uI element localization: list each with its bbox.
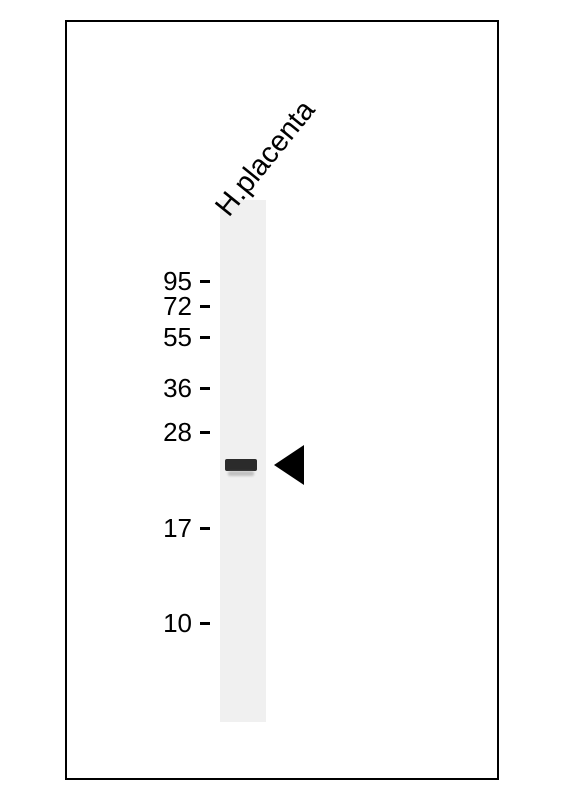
mw-label-28: 28 — [163, 417, 192, 448]
mw-label-10: 10 — [163, 608, 192, 639]
mw-label-55: 55 — [163, 322, 192, 353]
mw-tick-17 — [200, 527, 210, 530]
protein-band-0 — [225, 459, 257, 471]
band-arrow-icon — [274, 445, 304, 485]
mw-label-17: 17 — [163, 513, 192, 544]
mw-tick-95 — [200, 280, 210, 283]
mw-tick-36 — [200, 387, 210, 390]
protein-band-1 — [228, 471, 254, 476]
mw-label-36: 36 — [163, 373, 192, 404]
mw-tick-55 — [200, 336, 210, 339]
mw-tick-10 — [200, 622, 210, 625]
lane-label-wrapper: H.placenta — [235, 190, 374, 223]
mw-tick-72 — [200, 305, 210, 308]
mw-tick-28 — [200, 431, 210, 434]
mw-label-72: 72 — [163, 291, 192, 322]
